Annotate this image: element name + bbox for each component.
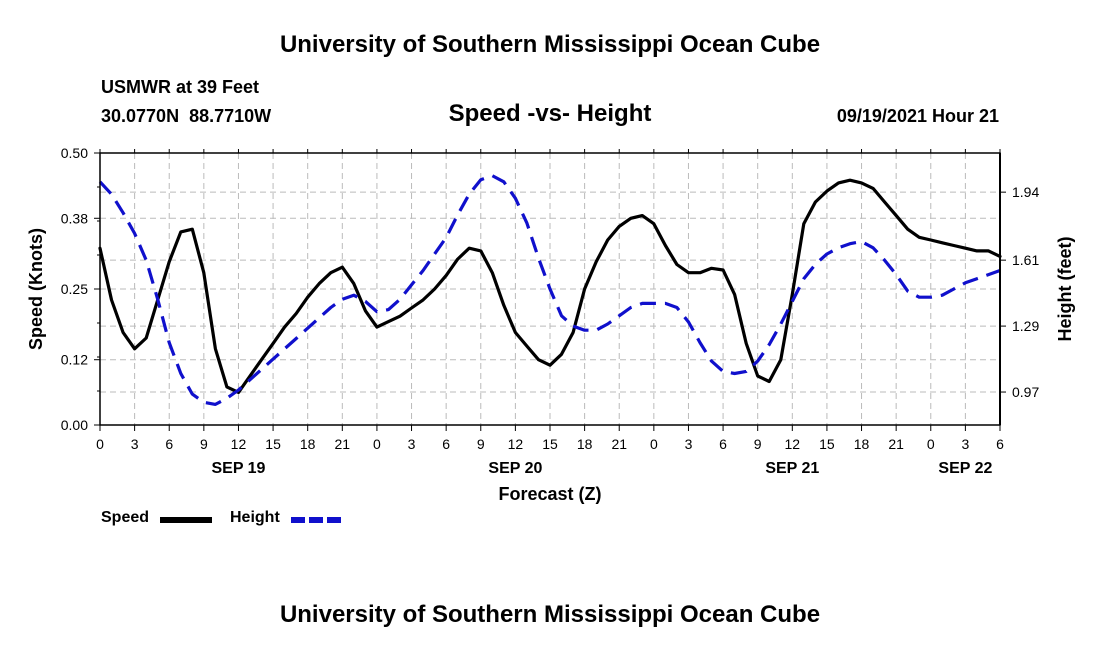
x-date-label: SEP 21 xyxy=(765,460,819,477)
x-tick-label: 6 xyxy=(996,436,1004,452)
x-tick-label: 15 xyxy=(819,436,835,452)
y-tick-label: 0.25 xyxy=(61,281,88,297)
forecast-datetime: 09/19/2021 Hour 21 xyxy=(836,106,999,126)
x-tick-label: 0 xyxy=(927,436,935,452)
x-tick-label: 18 xyxy=(854,436,870,452)
x-tick-label: 0 xyxy=(373,436,381,452)
y2-tick-label: 1.61 xyxy=(1012,252,1039,268)
x-tick-label: 21 xyxy=(888,436,904,452)
series-layer xyxy=(98,174,1002,406)
x-tick-label: 15 xyxy=(265,436,281,452)
series-line-height xyxy=(98,174,1001,406)
x-tick-label: 18 xyxy=(577,436,593,452)
station-label: USMWR at 39 Feet xyxy=(101,77,260,97)
x-tick-label: 12 xyxy=(231,436,247,452)
x-tick-label: 6 xyxy=(165,436,173,452)
x-tick-label: 0 xyxy=(650,436,658,452)
y-tick-label: 0.12 xyxy=(61,352,88,368)
x-tick-label: 15 xyxy=(542,436,558,452)
x-tick-label: 21 xyxy=(611,436,627,452)
y-tick-label: 0.50 xyxy=(61,145,88,161)
x-tick-label: 12 xyxy=(508,436,524,452)
footer-title: University of Southern Mississippi Ocean… xyxy=(279,601,821,628)
y-tick-label: 0.00 xyxy=(61,417,88,433)
chart-subtitle: Speed -vs- Height xyxy=(448,100,652,127)
legend-height-label: Height xyxy=(230,509,280,526)
x-tick-label: 0 xyxy=(96,436,104,452)
y-axis-label: Speed (Knots) xyxy=(26,228,46,350)
y2-tick-label: 0.97 xyxy=(1012,384,1039,400)
x-tick-label: 9 xyxy=(477,436,485,452)
station-coordinates: 30.0770N 88.7710W xyxy=(101,106,272,126)
y-tick-label: 0.38 xyxy=(61,210,88,226)
x-date-label: SEP 20 xyxy=(488,460,542,477)
y2-tick-label: 1.94 xyxy=(1012,184,1039,200)
x-date-label: SEP 19 xyxy=(211,460,265,477)
x-tick-label: 6 xyxy=(719,436,727,452)
legend-speed-label: Speed xyxy=(101,509,150,526)
x-tick-label: 12 xyxy=(785,436,801,452)
x-date-label: SEP 22 xyxy=(938,460,992,477)
x-tick-label: 3 xyxy=(408,436,416,452)
x-tick-label: 6 xyxy=(442,436,450,452)
y2-axis-label: Height (feet) xyxy=(1055,237,1075,342)
x-tick-label: 9 xyxy=(200,436,208,452)
x-tick-label: 18 xyxy=(300,436,316,452)
x-tick-label: 9 xyxy=(754,436,762,452)
x-tick-label: 3 xyxy=(961,436,969,452)
x-tick-label: 3 xyxy=(685,436,693,452)
axes: 0 3 6 9 12 15 18 21 0 3 6 9 12 15 18 21 0 3 6 9 12 15 18 21 0 3 6S… xyxy=(26,145,1075,504)
x-tick-label: 3 xyxy=(131,436,139,452)
grid xyxy=(100,153,1000,425)
y2-tick-label: 1.29 xyxy=(1012,318,1039,334)
series-line-speed xyxy=(98,178,1002,394)
chart-title: University of Southern Mississippi Ocean… xyxy=(279,31,821,58)
x-tick-label: 21 xyxy=(335,436,351,452)
x-axis-label: Forecast (Z) xyxy=(498,484,601,504)
